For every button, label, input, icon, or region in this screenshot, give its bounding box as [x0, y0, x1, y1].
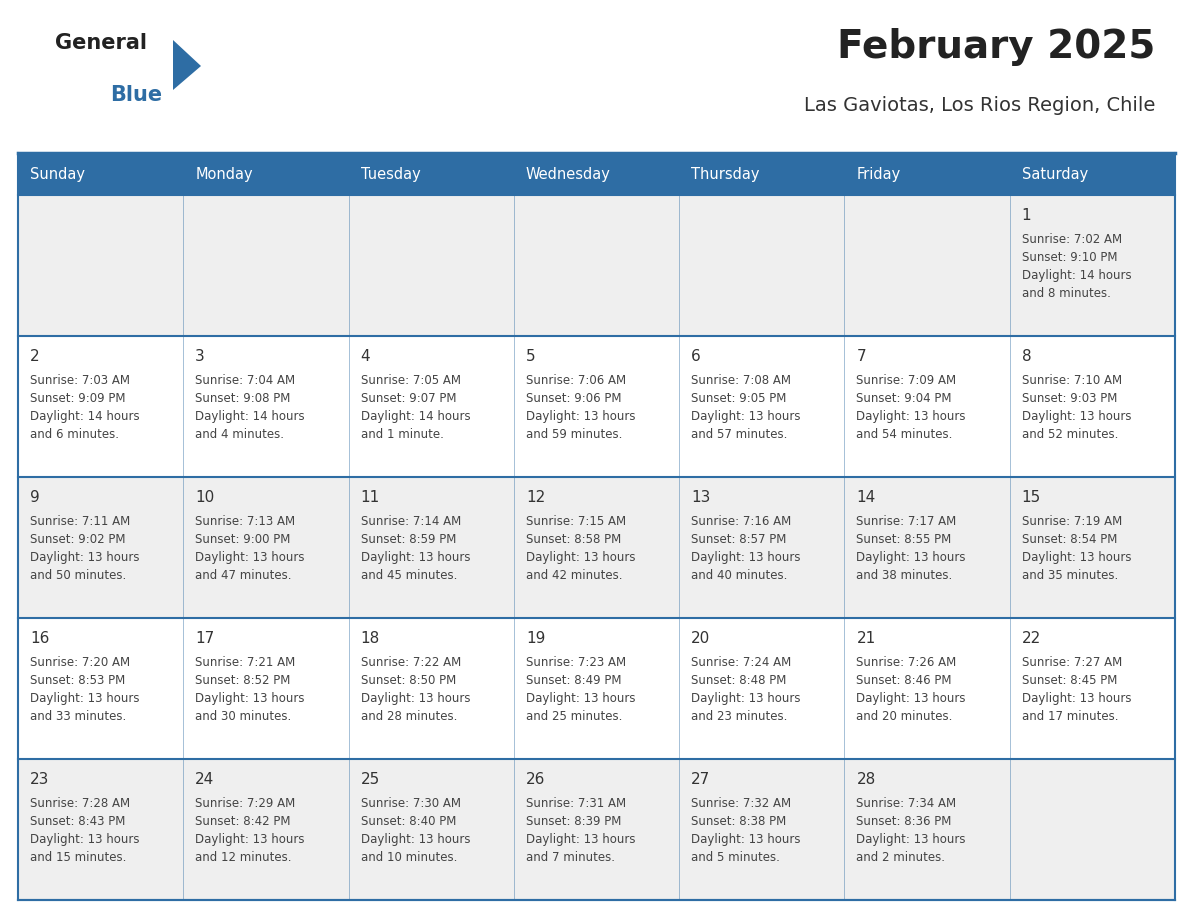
Text: 21: 21 [857, 631, 876, 646]
Text: Sunrise: 7:27 AM
Sunset: 8:45 PM
Daylight: 13 hours
and 17 minutes.: Sunrise: 7:27 AM Sunset: 8:45 PM Dayligh… [1022, 656, 1131, 723]
Text: Sunrise: 7:06 AM
Sunset: 9:06 PM
Daylight: 13 hours
and 59 minutes.: Sunrise: 7:06 AM Sunset: 9:06 PM Dayligh… [526, 374, 636, 441]
Text: Sunrise: 7:19 AM
Sunset: 8:54 PM
Daylight: 13 hours
and 35 minutes.: Sunrise: 7:19 AM Sunset: 8:54 PM Dayligh… [1022, 515, 1131, 582]
Text: Sunrise: 7:30 AM
Sunset: 8:40 PM
Daylight: 13 hours
and 10 minutes.: Sunrise: 7:30 AM Sunset: 8:40 PM Dayligh… [361, 797, 470, 864]
Text: 9: 9 [30, 490, 39, 505]
Text: Sunrise: 7:24 AM
Sunset: 8:48 PM
Daylight: 13 hours
and 23 minutes.: Sunrise: 7:24 AM Sunset: 8:48 PM Dayligh… [691, 656, 801, 723]
Text: 4: 4 [361, 349, 371, 364]
Text: 10: 10 [195, 490, 215, 505]
Text: 19: 19 [526, 631, 545, 646]
Text: 25: 25 [361, 772, 380, 787]
Text: 2: 2 [30, 349, 39, 364]
Text: Saturday: Saturday [1022, 166, 1088, 182]
Text: 6: 6 [691, 349, 701, 364]
Text: 11: 11 [361, 490, 380, 505]
Text: Tuesday: Tuesday [361, 166, 421, 182]
FancyBboxPatch shape [18, 195, 1175, 336]
Text: Sunrise: 7:20 AM
Sunset: 8:53 PM
Daylight: 13 hours
and 33 minutes.: Sunrise: 7:20 AM Sunset: 8:53 PM Dayligh… [30, 656, 139, 723]
Text: Sunrise: 7:28 AM
Sunset: 8:43 PM
Daylight: 13 hours
and 15 minutes.: Sunrise: 7:28 AM Sunset: 8:43 PM Dayligh… [30, 797, 139, 864]
Text: 26: 26 [526, 772, 545, 787]
FancyBboxPatch shape [18, 618, 1175, 759]
Text: Wednesday: Wednesday [526, 166, 611, 182]
Text: February 2025: February 2025 [836, 28, 1155, 66]
Text: 3: 3 [195, 349, 206, 364]
Text: 20: 20 [691, 631, 710, 646]
Text: Sunrise: 7:08 AM
Sunset: 9:05 PM
Daylight: 13 hours
and 57 minutes.: Sunrise: 7:08 AM Sunset: 9:05 PM Dayligh… [691, 374, 801, 441]
Text: 22: 22 [1022, 631, 1041, 646]
Text: Sunrise: 7:02 AM
Sunset: 9:10 PM
Daylight: 14 hours
and 8 minutes.: Sunrise: 7:02 AM Sunset: 9:10 PM Dayligh… [1022, 233, 1131, 300]
Text: Sunrise: 7:21 AM
Sunset: 8:52 PM
Daylight: 13 hours
and 30 minutes.: Sunrise: 7:21 AM Sunset: 8:52 PM Dayligh… [195, 656, 305, 723]
Text: Thursday: Thursday [691, 166, 759, 182]
Text: Monday: Monday [195, 166, 253, 182]
Text: Sunrise: 7:31 AM
Sunset: 8:39 PM
Daylight: 13 hours
and 7 minutes.: Sunrise: 7:31 AM Sunset: 8:39 PM Dayligh… [526, 797, 636, 864]
Text: Las Gaviotas, Los Rios Region, Chile: Las Gaviotas, Los Rios Region, Chile [803, 96, 1155, 115]
Text: Sunrise: 7:14 AM
Sunset: 8:59 PM
Daylight: 13 hours
and 45 minutes.: Sunrise: 7:14 AM Sunset: 8:59 PM Dayligh… [361, 515, 470, 582]
Text: 16: 16 [30, 631, 50, 646]
Text: Sunday: Sunday [30, 166, 86, 182]
FancyBboxPatch shape [18, 153, 1175, 195]
Text: 5: 5 [526, 349, 536, 364]
Text: 1: 1 [1022, 208, 1031, 223]
Text: Sunrise: 7:10 AM
Sunset: 9:03 PM
Daylight: 13 hours
and 52 minutes.: Sunrise: 7:10 AM Sunset: 9:03 PM Dayligh… [1022, 374, 1131, 441]
Text: Sunrise: 7:22 AM
Sunset: 8:50 PM
Daylight: 13 hours
and 28 minutes.: Sunrise: 7:22 AM Sunset: 8:50 PM Dayligh… [361, 656, 470, 723]
Text: Sunrise: 7:15 AM
Sunset: 8:58 PM
Daylight: 13 hours
and 42 minutes.: Sunrise: 7:15 AM Sunset: 8:58 PM Dayligh… [526, 515, 636, 582]
Text: Sunrise: 7:09 AM
Sunset: 9:04 PM
Daylight: 13 hours
and 54 minutes.: Sunrise: 7:09 AM Sunset: 9:04 PM Dayligh… [857, 374, 966, 441]
Text: 15: 15 [1022, 490, 1041, 505]
Text: Sunrise: 7:04 AM
Sunset: 9:08 PM
Daylight: 14 hours
and 4 minutes.: Sunrise: 7:04 AM Sunset: 9:08 PM Dayligh… [195, 374, 305, 441]
Text: Sunrise: 7:13 AM
Sunset: 9:00 PM
Daylight: 13 hours
and 47 minutes.: Sunrise: 7:13 AM Sunset: 9:00 PM Dayligh… [195, 515, 305, 582]
FancyBboxPatch shape [18, 477, 1175, 618]
Text: Sunrise: 7:16 AM
Sunset: 8:57 PM
Daylight: 13 hours
and 40 minutes.: Sunrise: 7:16 AM Sunset: 8:57 PM Dayligh… [691, 515, 801, 582]
Text: 24: 24 [195, 772, 215, 787]
FancyBboxPatch shape [18, 336, 1175, 477]
Text: Sunrise: 7:32 AM
Sunset: 8:38 PM
Daylight: 13 hours
and 5 minutes.: Sunrise: 7:32 AM Sunset: 8:38 PM Dayligh… [691, 797, 801, 864]
Text: 8: 8 [1022, 349, 1031, 364]
Text: Sunrise: 7:03 AM
Sunset: 9:09 PM
Daylight: 14 hours
and 6 minutes.: Sunrise: 7:03 AM Sunset: 9:09 PM Dayligh… [30, 374, 140, 441]
Text: 12: 12 [526, 490, 545, 505]
Text: 17: 17 [195, 631, 215, 646]
Text: 18: 18 [361, 631, 380, 646]
Text: Sunrise: 7:26 AM
Sunset: 8:46 PM
Daylight: 13 hours
and 20 minutes.: Sunrise: 7:26 AM Sunset: 8:46 PM Dayligh… [857, 656, 966, 723]
Text: 28: 28 [857, 772, 876, 787]
Text: Sunrise: 7:05 AM
Sunset: 9:07 PM
Daylight: 14 hours
and 1 minute.: Sunrise: 7:05 AM Sunset: 9:07 PM Dayligh… [361, 374, 470, 441]
Text: 14: 14 [857, 490, 876, 505]
Text: Friday: Friday [857, 166, 901, 182]
Text: 23: 23 [30, 772, 50, 787]
Text: Sunrise: 7:29 AM
Sunset: 8:42 PM
Daylight: 13 hours
and 12 minutes.: Sunrise: 7:29 AM Sunset: 8:42 PM Dayligh… [195, 797, 305, 864]
Text: Sunrise: 7:34 AM
Sunset: 8:36 PM
Daylight: 13 hours
and 2 minutes.: Sunrise: 7:34 AM Sunset: 8:36 PM Dayligh… [857, 797, 966, 864]
Polygon shape [173, 40, 201, 90]
FancyBboxPatch shape [18, 759, 1175, 900]
Text: 13: 13 [691, 490, 710, 505]
Text: Sunrise: 7:11 AM
Sunset: 9:02 PM
Daylight: 13 hours
and 50 minutes.: Sunrise: 7:11 AM Sunset: 9:02 PM Dayligh… [30, 515, 139, 582]
Text: Sunrise: 7:23 AM
Sunset: 8:49 PM
Daylight: 13 hours
and 25 minutes.: Sunrise: 7:23 AM Sunset: 8:49 PM Dayligh… [526, 656, 636, 723]
Text: Blue: Blue [110, 85, 162, 105]
Text: 7: 7 [857, 349, 866, 364]
Text: 27: 27 [691, 772, 710, 787]
Text: Sunrise: 7:17 AM
Sunset: 8:55 PM
Daylight: 13 hours
and 38 minutes.: Sunrise: 7:17 AM Sunset: 8:55 PM Dayligh… [857, 515, 966, 582]
Text: General: General [55, 33, 147, 53]
